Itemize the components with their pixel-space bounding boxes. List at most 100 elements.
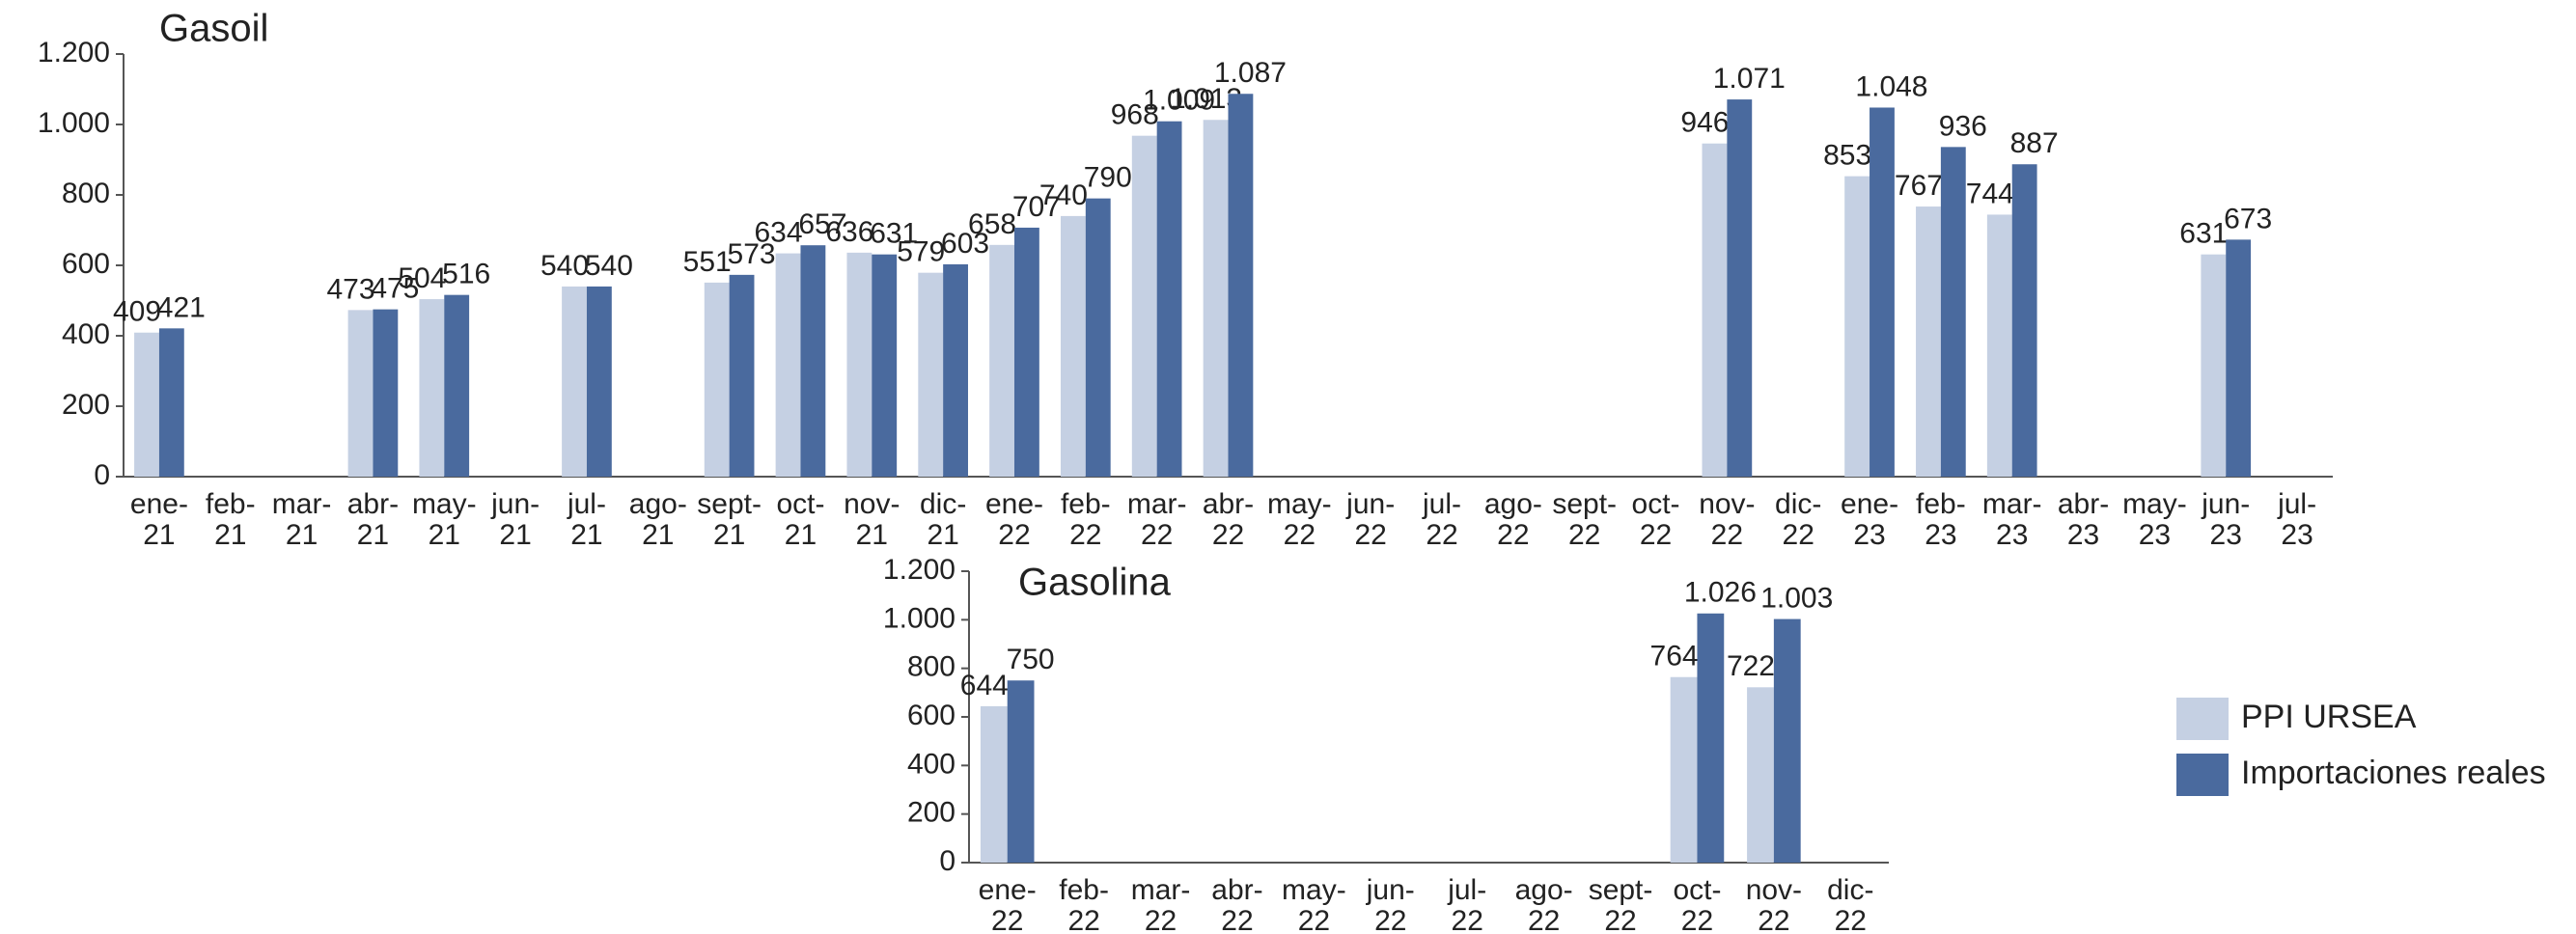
x-tick-label: ene-22 (985, 488, 1043, 551)
bar (775, 253, 801, 477)
x-tick-label-part: dic- (1775, 488, 1821, 520)
x-tick-label: may-22 (1267, 488, 1332, 551)
bar (1085, 198, 1111, 477)
bar (1773, 618, 1801, 863)
bar (2011, 164, 2037, 477)
x-tick-label-part: 21 (785, 519, 817, 551)
x-tick-label: sept-21 (697, 488, 762, 551)
bar (2201, 254, 2227, 477)
x-tick-label: jul-22 (1422, 488, 1461, 551)
value-label: 573 (728, 238, 776, 270)
bar (134, 332, 159, 477)
bar (704, 282, 730, 477)
x-tick-label-part: jul- (1447, 874, 1486, 906)
chart-title: Gasolina (1018, 562, 1172, 604)
x-tick-label-part: 22 (1640, 519, 1672, 551)
legend-swatch (2176, 698, 2229, 740)
value-label: 936 (1939, 110, 1987, 142)
bar (1156, 121, 1182, 477)
value-label: 473 (326, 273, 374, 305)
x-tick-label-part: 23 (1853, 519, 1885, 551)
x-tick-label: ene-23 (1841, 488, 1898, 551)
chart-title: Gasoil (159, 8, 268, 50)
y-tick-label: 400 (62, 318, 110, 350)
value-label: 853 (1823, 140, 1871, 172)
x-tick-label-part: 22 (1452, 905, 1483, 934)
y-tick-label: 1.000 (38, 107, 110, 139)
x-tick-label-part: jun- (490, 488, 540, 520)
legend-swatch (2176, 754, 2229, 796)
x-tick-label: mar-23 (1982, 488, 2042, 551)
legend-label: Importaciones reales (2241, 755, 2546, 791)
x-tick-label-part: ago- (1515, 874, 1573, 906)
bar (1702, 143, 1728, 477)
x-tick-label-part: 22 (998, 519, 1030, 551)
x-tick-label-part: feb- (206, 488, 256, 520)
value-label: 603 (941, 228, 989, 260)
y-tick-label: 1.200 (38, 37, 110, 69)
bar (444, 294, 470, 477)
x-tick-label: feb-23 (1916, 488, 1966, 551)
value-label: 673 (2224, 203, 2272, 234)
value-label: 631 (870, 218, 918, 250)
bar (2226, 239, 2252, 477)
x-tick-label-part: 22 (1528, 905, 1560, 934)
y-tick-label: 600 (62, 248, 110, 280)
x-tick-label-part: mar- (1131, 874, 1191, 906)
x-tick-label: ago-21 (629, 488, 687, 551)
x-tick-label-part: may- (1267, 488, 1332, 520)
x-tick-label-part: jul- (2277, 488, 2316, 520)
bar (1131, 135, 1157, 477)
x-tick-label-part: abr- (1211, 874, 1262, 906)
y-tick-label: 800 (907, 651, 956, 683)
bar (729, 274, 755, 477)
x-tick-label: abr-21 (347, 488, 399, 551)
legend-label: PPI URSEA (2241, 699, 2417, 735)
x-tick-label-part: 21 (927, 519, 958, 551)
value-label: 644 (960, 670, 1009, 701)
bar (1670, 676, 1698, 863)
bar (872, 254, 898, 477)
bar (1916, 206, 1941, 478)
y-tick-label: 800 (62, 178, 110, 209)
value-label: 740 (1039, 179, 1088, 211)
value-label: 409 (113, 296, 161, 328)
x-tick-label-part: abr- (2058, 488, 2109, 520)
x-tick-label-part: 22 (1681, 905, 1713, 934)
x-tick-label: oct-22 (1673, 874, 1721, 934)
bar (1203, 120, 1229, 477)
x-tick-label-part: 22 (991, 905, 1023, 934)
value-label: 1.071 (1713, 63, 1786, 95)
x-tick-label-part: 21 (856, 519, 888, 551)
value-label: 551 (683, 246, 732, 278)
value-label: 421 (157, 291, 206, 323)
y-tick-label: 400 (907, 748, 956, 780)
value-label: 657 (798, 208, 846, 240)
x-tick-label-part: 22 (1221, 905, 1253, 934)
x-tick-label-part: 21 (570, 519, 602, 551)
x-tick-label-part: may- (1282, 874, 1346, 906)
x-tick-label: nov-22 (1746, 874, 1802, 934)
x-tick-label: dic-22 (1827, 874, 1873, 934)
bar (918, 272, 944, 477)
y-tick-label: 600 (907, 700, 956, 731)
x-tick-label-part: 21 (713, 519, 745, 551)
bar (1697, 613, 1725, 863)
value-label: 707 (1012, 191, 1061, 223)
x-tick-label-part: 22 (1212, 519, 1244, 551)
x-tick-label: abr-22 (1211, 874, 1262, 934)
x-tick-label: may-21 (412, 488, 477, 551)
x-tick-label-part: ene- (1841, 488, 1898, 520)
x-tick-label-part: 22 (1568, 519, 1600, 551)
x-tick-label-part: 22 (1426, 519, 1457, 551)
x-tick-label-part: 22 (1067, 905, 1099, 934)
x-tick-label: nov-21 (844, 488, 900, 551)
bar (846, 252, 873, 477)
x-tick-label-part: oct- (776, 488, 824, 520)
x-tick-label-part: 22 (1497, 519, 1529, 551)
value-label: 764 (1650, 641, 1699, 673)
x-tick-label-part: ago- (1484, 488, 1542, 520)
value-label: 540 (540, 250, 589, 282)
x-tick-label-part: 21 (429, 519, 460, 551)
